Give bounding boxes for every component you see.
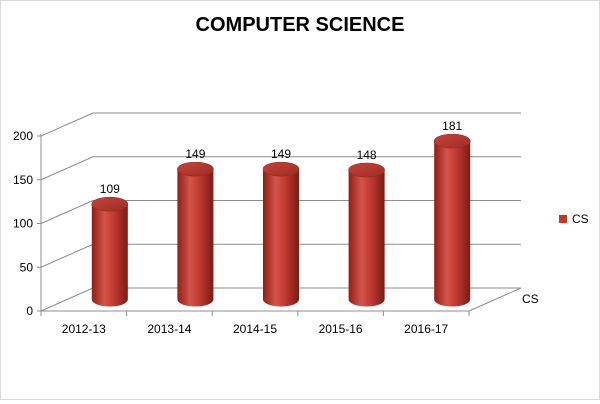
- x-tick-label: 2015-16: [319, 322, 363, 336]
- bar-top-2012-13: [91, 196, 129, 212]
- x-axis-ticks: 2012-13 2013-14 2014-15 2015-16 2016-17: [40, 311, 470, 336]
- bar-2012-13: [91, 204, 128, 307]
- bar-2016-17: [434, 141, 471, 307]
- x-tick-label: 2012-13: [62, 322, 106, 336]
- gridline-side: [40, 112, 94, 137]
- y-tick-label: 100: [13, 217, 33, 231]
- bar-2015-16: [348, 170, 385, 307]
- bars: 109 149 149 148 181: [91, 119, 471, 307]
- bar-top-2016-17: [433, 133, 471, 149]
- gridline-side: [40, 200, 94, 224]
- bar-2014-15: [263, 169, 299, 307]
- chart-title: COMPUTER SCIENCE: [196, 14, 405, 36]
- bar-top-2013-14: [177, 161, 214, 177]
- gridline-side: [40, 243, 94, 268]
- y-tick-label: 150: [13, 173, 33, 187]
- y-tick-label: 200: [13, 129, 33, 143]
- y-tick-label: 50: [20, 260, 34, 274]
- data-label-2014-15: 149: [271, 147, 291, 161]
- legend-label: CS: [572, 212, 589, 226]
- gridline-side: [40, 287, 94, 312]
- legend: CS: [559, 212, 589, 226]
- axes: [40, 134, 522, 312]
- bar-top-2015-16: [348, 162, 385, 178]
- x-tick-label: 2014-15: [233, 322, 277, 336]
- bar-2013-14: [177, 169, 214, 307]
- depth-axis-label: CS: [522, 292, 539, 306]
- bar-top-2014-15: [262, 161, 300, 177]
- y-tick-label: 0: [26, 304, 33, 318]
- x-tick-label: 2013-14: [147, 322, 191, 336]
- data-label-2015-16: 148: [357, 148, 377, 162]
- data-label-2013-14: 149: [185, 147, 205, 161]
- floor-right-edge: [468, 287, 522, 312]
- data-label-2012-13: 109: [100, 182, 120, 196]
- legend-swatch: [559, 215, 567, 223]
- data-label-2016-17: 181: [442, 119, 462, 133]
- y-axis-ticks: 0 50 100 150 200: [13, 129, 41, 318]
- x-tick-label: 2016-17: [404, 322, 448, 336]
- gridline-side: [40, 156, 94, 181]
